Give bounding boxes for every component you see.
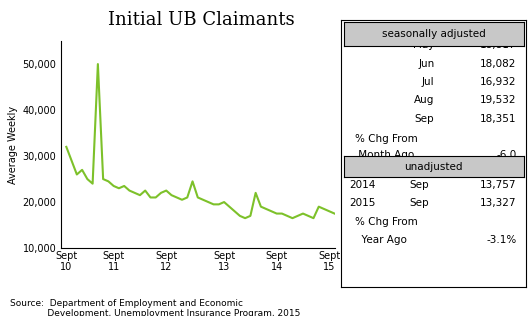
Text: 2014: 2014	[349, 180, 376, 190]
Text: 19,532: 19,532	[480, 95, 517, 106]
Text: % Chg From: % Chg From	[355, 134, 417, 144]
Text: seasonally adjusted: seasonally adjusted	[382, 29, 486, 39]
Text: 16,932: 16,932	[480, 77, 517, 87]
Text: Apr: Apr	[416, 22, 434, 32]
Text: Month Ago: Month Ago	[355, 150, 414, 160]
Text: 18,082: 18,082	[480, 59, 517, 69]
Text: Development, Unemployment Insurance Program, 2015: Development, Unemployment Insurance Prog…	[10, 309, 300, 316]
Text: -3.1%: -3.1%	[486, 235, 517, 245]
Text: 13,327: 13,327	[480, 198, 517, 209]
Text: 18,199: 18,199	[480, 22, 517, 32]
Text: Jul: Jul	[422, 77, 434, 87]
Text: -6.0: -6.0	[496, 150, 517, 160]
Text: 2015: 2015	[349, 198, 376, 209]
Text: 18,817: 18,817	[480, 40, 517, 51]
Text: May: May	[413, 40, 434, 51]
Text: Sep: Sep	[409, 180, 429, 190]
Text: Source:  Department of Employment and Economic: Source: Department of Employment and Eco…	[10, 299, 243, 307]
Text: Year Ago: Year Ago	[355, 235, 407, 245]
Text: Aug: Aug	[414, 95, 434, 106]
Text: Sep: Sep	[409, 198, 429, 209]
Text: Sep: Sep	[415, 114, 434, 124]
Text: % Chg From: % Chg From	[355, 217, 417, 228]
Text: unadjusted: unadjusted	[405, 162, 463, 172]
Text: 2015: 2015	[355, 22, 381, 32]
Y-axis label: Average Weekly: Average Weekly	[8, 106, 18, 184]
Text: 13,757: 13,757	[480, 180, 517, 190]
Text: Initial UB Claimants: Initial UB Claimants	[108, 11, 295, 29]
Text: Jun: Jun	[418, 59, 434, 69]
Text: 18,351: 18,351	[480, 114, 517, 124]
